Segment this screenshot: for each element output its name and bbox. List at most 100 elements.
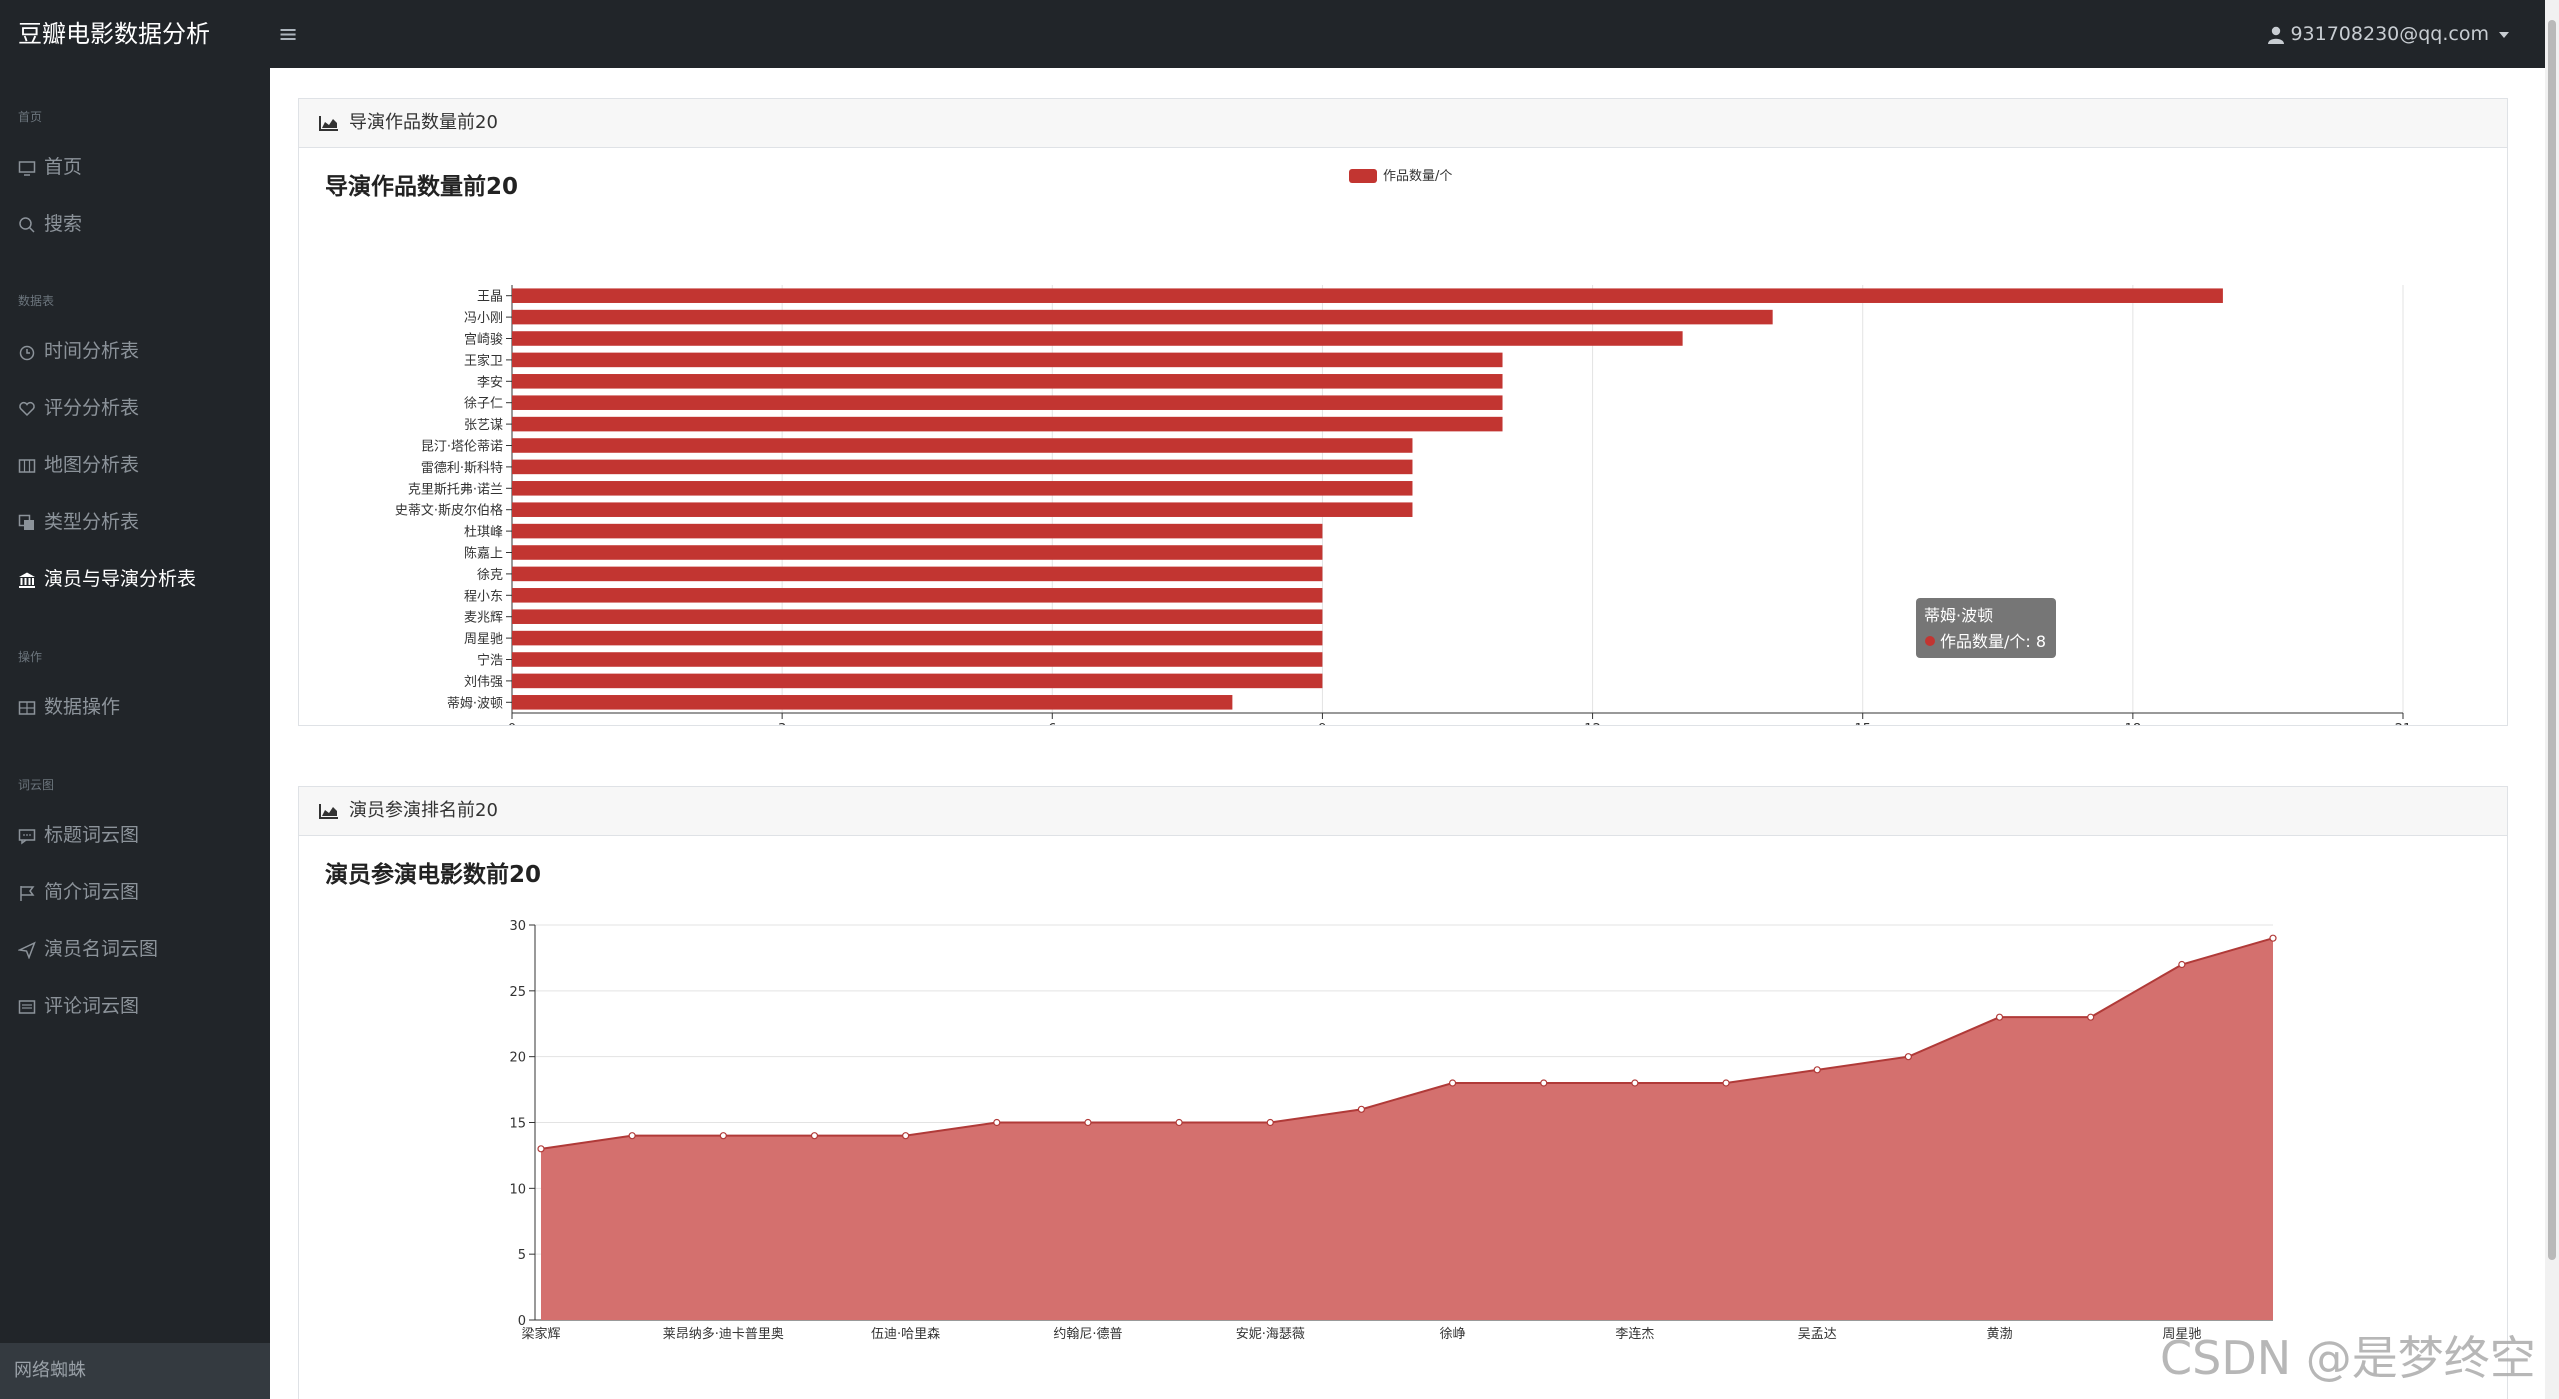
data-point[interactable] — [2269, 934, 2277, 942]
data-point[interactable] — [1722, 1079, 1730, 1087]
sidebar-item-intro-wordcloud[interactable]: 简介词云图 — [18, 877, 139, 907]
bar[interactable] — [512, 630, 1323, 646]
flag-icon — [20, 885, 35, 901]
x-tick-label: 12 — [1584, 722, 1601, 725]
data-point[interactable] — [1175, 1118, 1183, 1127]
data-point[interactable] — [537, 1145, 545, 1153]
bar[interactable] — [512, 652, 1323, 667]
bar[interactable] — [512, 416, 1503, 432]
sidebar: 首页 首页 搜索 数据表 时间分析表 评分分析表 地图分析表 类型分析表 演员与… — [0, 68, 270, 1399]
sidebar-item-label: 演员名词云图 — [44, 938, 159, 960]
data-point[interactable] — [2178, 960, 2186, 969]
sidebar-item-time-analysis[interactable]: 时间分析表 — [18, 336, 139, 366]
data-point[interactable] — [993, 1118, 1001, 1127]
data-point[interactable] — [1357, 1105, 1366, 1113]
brand-title[interactable]: 豆瓣电影数据分析 — [18, 20, 210, 48]
x-tick-label: 莱昂纳多·迪卡普里奥 — [663, 1326, 784, 1342]
vertical-scrollbar[interactable] — [2545, 0, 2559, 1399]
data-point[interactable] — [628, 1132, 636, 1140]
area-fill — [541, 938, 2273, 1320]
data-point[interactable] — [1540, 1079, 1548, 1087]
bar[interactable] — [512, 352, 1503, 368]
sidebar-section-operations: 操作 — [18, 650, 43, 664]
bar[interactable] — [512, 523, 1323, 539]
bar[interactable] — [512, 481, 1413, 496]
data-point[interactable] — [2087, 1013, 2095, 1021]
data-point[interactable] — [1448, 1079, 1457, 1087]
menu-toggle-button[interactable]: ≡ — [278, 20, 299, 48]
y-tick-label: 陈嘉上 — [464, 546, 503, 562]
legend-swatch — [1349, 169, 1377, 183]
scrollbar-thumb[interactable] — [2548, 20, 2556, 1260]
sidebar-item-data-operations[interactable]: 数据操作 — [18, 692, 120, 722]
director-bar-chart[interactable]: 作品数量/个 王晶冯小刚宫崎骏王家卫李安徐子仁张艺谋昆汀·塔伦蒂诺雷德利·斯科特… — [299, 147, 2507, 725]
sidebar-item-actor-director-analysis[interactable]: 演员与导演分析表 — [18, 564, 196, 594]
y-tick-label: 杜琪峰 — [464, 525, 503, 540]
sidebar-section-home: 首页 — [18, 110, 43, 124]
chart-title: 演员参演电影数前20 — [325, 862, 542, 888]
data-point[interactable] — [1995, 1013, 2004, 1021]
card-header: 导演作品数量前20 — [299, 99, 2507, 148]
user-menu[interactable]: 931708230@qq.com — [2268, 0, 2509, 68]
data-point[interactable] — [1084, 1118, 1092, 1127]
bar[interactable] — [512, 588, 1323, 603]
x-tick-label: 9 — [1318, 722, 1326, 725]
x-tick-label: 徐峥 — [1440, 1327, 1466, 1342]
y-tick-label: 程小东 — [464, 589, 503, 604]
sidebar-item-home[interactable]: 首页 — [18, 152, 82, 182]
clock-icon — [19, 345, 35, 360]
x-tick-label: 伍迪·哈里森 — [871, 1327, 940, 1342]
sidebar-item-comment-wordcloud[interactable]: 评论词云图 — [18, 991, 139, 1021]
y-tick-label: 克里斯托弗·诺兰 — [408, 482, 503, 497]
data-point[interactable] — [902, 1132, 910, 1140]
y-tick-label: 25 — [509, 985, 526, 1000]
y-tick-label: 王晶 — [477, 290, 503, 305]
sidebar-item-actor-wordcloud[interactable]: 演员名词云图 — [18, 934, 158, 964]
tooltip-series-dot — [1925, 636, 1935, 646]
bar[interactable] — [512, 502, 1413, 517]
sidebar-item-label: 评论词云图 — [44, 995, 140, 1017]
data-point[interactable] — [1813, 1066, 1821, 1074]
sidebar-item-map-analysis[interactable]: 地图分析表 — [18, 450, 139, 480]
area-chart-icon — [319, 116, 338, 131]
sidebar-item-label: 演员与导演分析表 — [44, 568, 197, 590]
y-tick-label: 王家卫 — [464, 353, 503, 369]
sidebar-item-title-wordcloud[interactable]: 标题词云图 — [18, 820, 139, 850]
bar[interactable] — [512, 309, 1773, 325]
y-tick-label: 史蒂文·斯皮尔伯格 — [395, 503, 503, 519]
sidebar-item-label: 评分分析表 — [44, 397, 140, 419]
y-tick-label: 0 — [518, 1314, 526, 1329]
data-point[interactable] — [810, 1132, 819, 1140]
bar[interactable] — [512, 459, 1413, 475]
bar[interactable] — [512, 545, 1323, 560]
sidebar-item-label: 地图分析表 — [44, 454, 140, 476]
y-tick-label: 5 — [518, 1248, 526, 1263]
bar[interactable] — [512, 609, 1323, 624]
sidebar-item-label: 数据操作 — [44, 696, 121, 718]
sidebar-item-label: 简介词云图 — [44, 881, 140, 903]
y-tick-label: 20 — [509, 1051, 526, 1066]
bar[interactable] — [512, 331, 1683, 346]
chart-legend[interactable]: 作品数量/个 — [1349, 169, 1452, 184]
sidebar-item-label: 时间分析表 — [44, 340, 140, 362]
bar[interactable] — [512, 438, 1413, 453]
bar[interactable] — [512, 673, 1323, 689]
bar[interactable] — [512, 566, 1323, 582]
y-tick-label: 蒂姆·波顿 — [447, 696, 503, 711]
sidebar-item-search[interactable]: 搜索 — [18, 209, 82, 239]
actor-area-chart[interactable]: 0 5 10 15 20 25 30 梁家辉 莱昂纳多·迪卡普里奥 伍迪·哈里森 约翰尼·德普 安妮… — [299, 835, 2507, 1399]
y-tick-label: 雷德利·斯科特 — [421, 461, 503, 476]
x-tick-label: 21 — [2395, 722, 2412, 725]
sidebar-item-genre-analysis[interactable]: 类型分析表 — [18, 507, 139, 537]
bar[interactable] — [512, 288, 2223, 303]
data-point[interactable] — [1266, 1118, 1274, 1127]
bar[interactable] — [512, 695, 1233, 710]
bar[interactable] — [512, 374, 1503, 389]
chevron-down-icon — [2499, 31, 2509, 38]
sidebar-item-rating-analysis[interactable]: 评分分析表 — [18, 393, 139, 423]
bar[interactable] — [512, 395, 1503, 410]
y-tick-label: 30 — [509, 919, 526, 934]
data-point[interactable] — [719, 1132, 727, 1140]
data-point[interactable] — [1631, 1079, 1639, 1087]
data-point[interactable] — [1904, 1053, 1912, 1061]
